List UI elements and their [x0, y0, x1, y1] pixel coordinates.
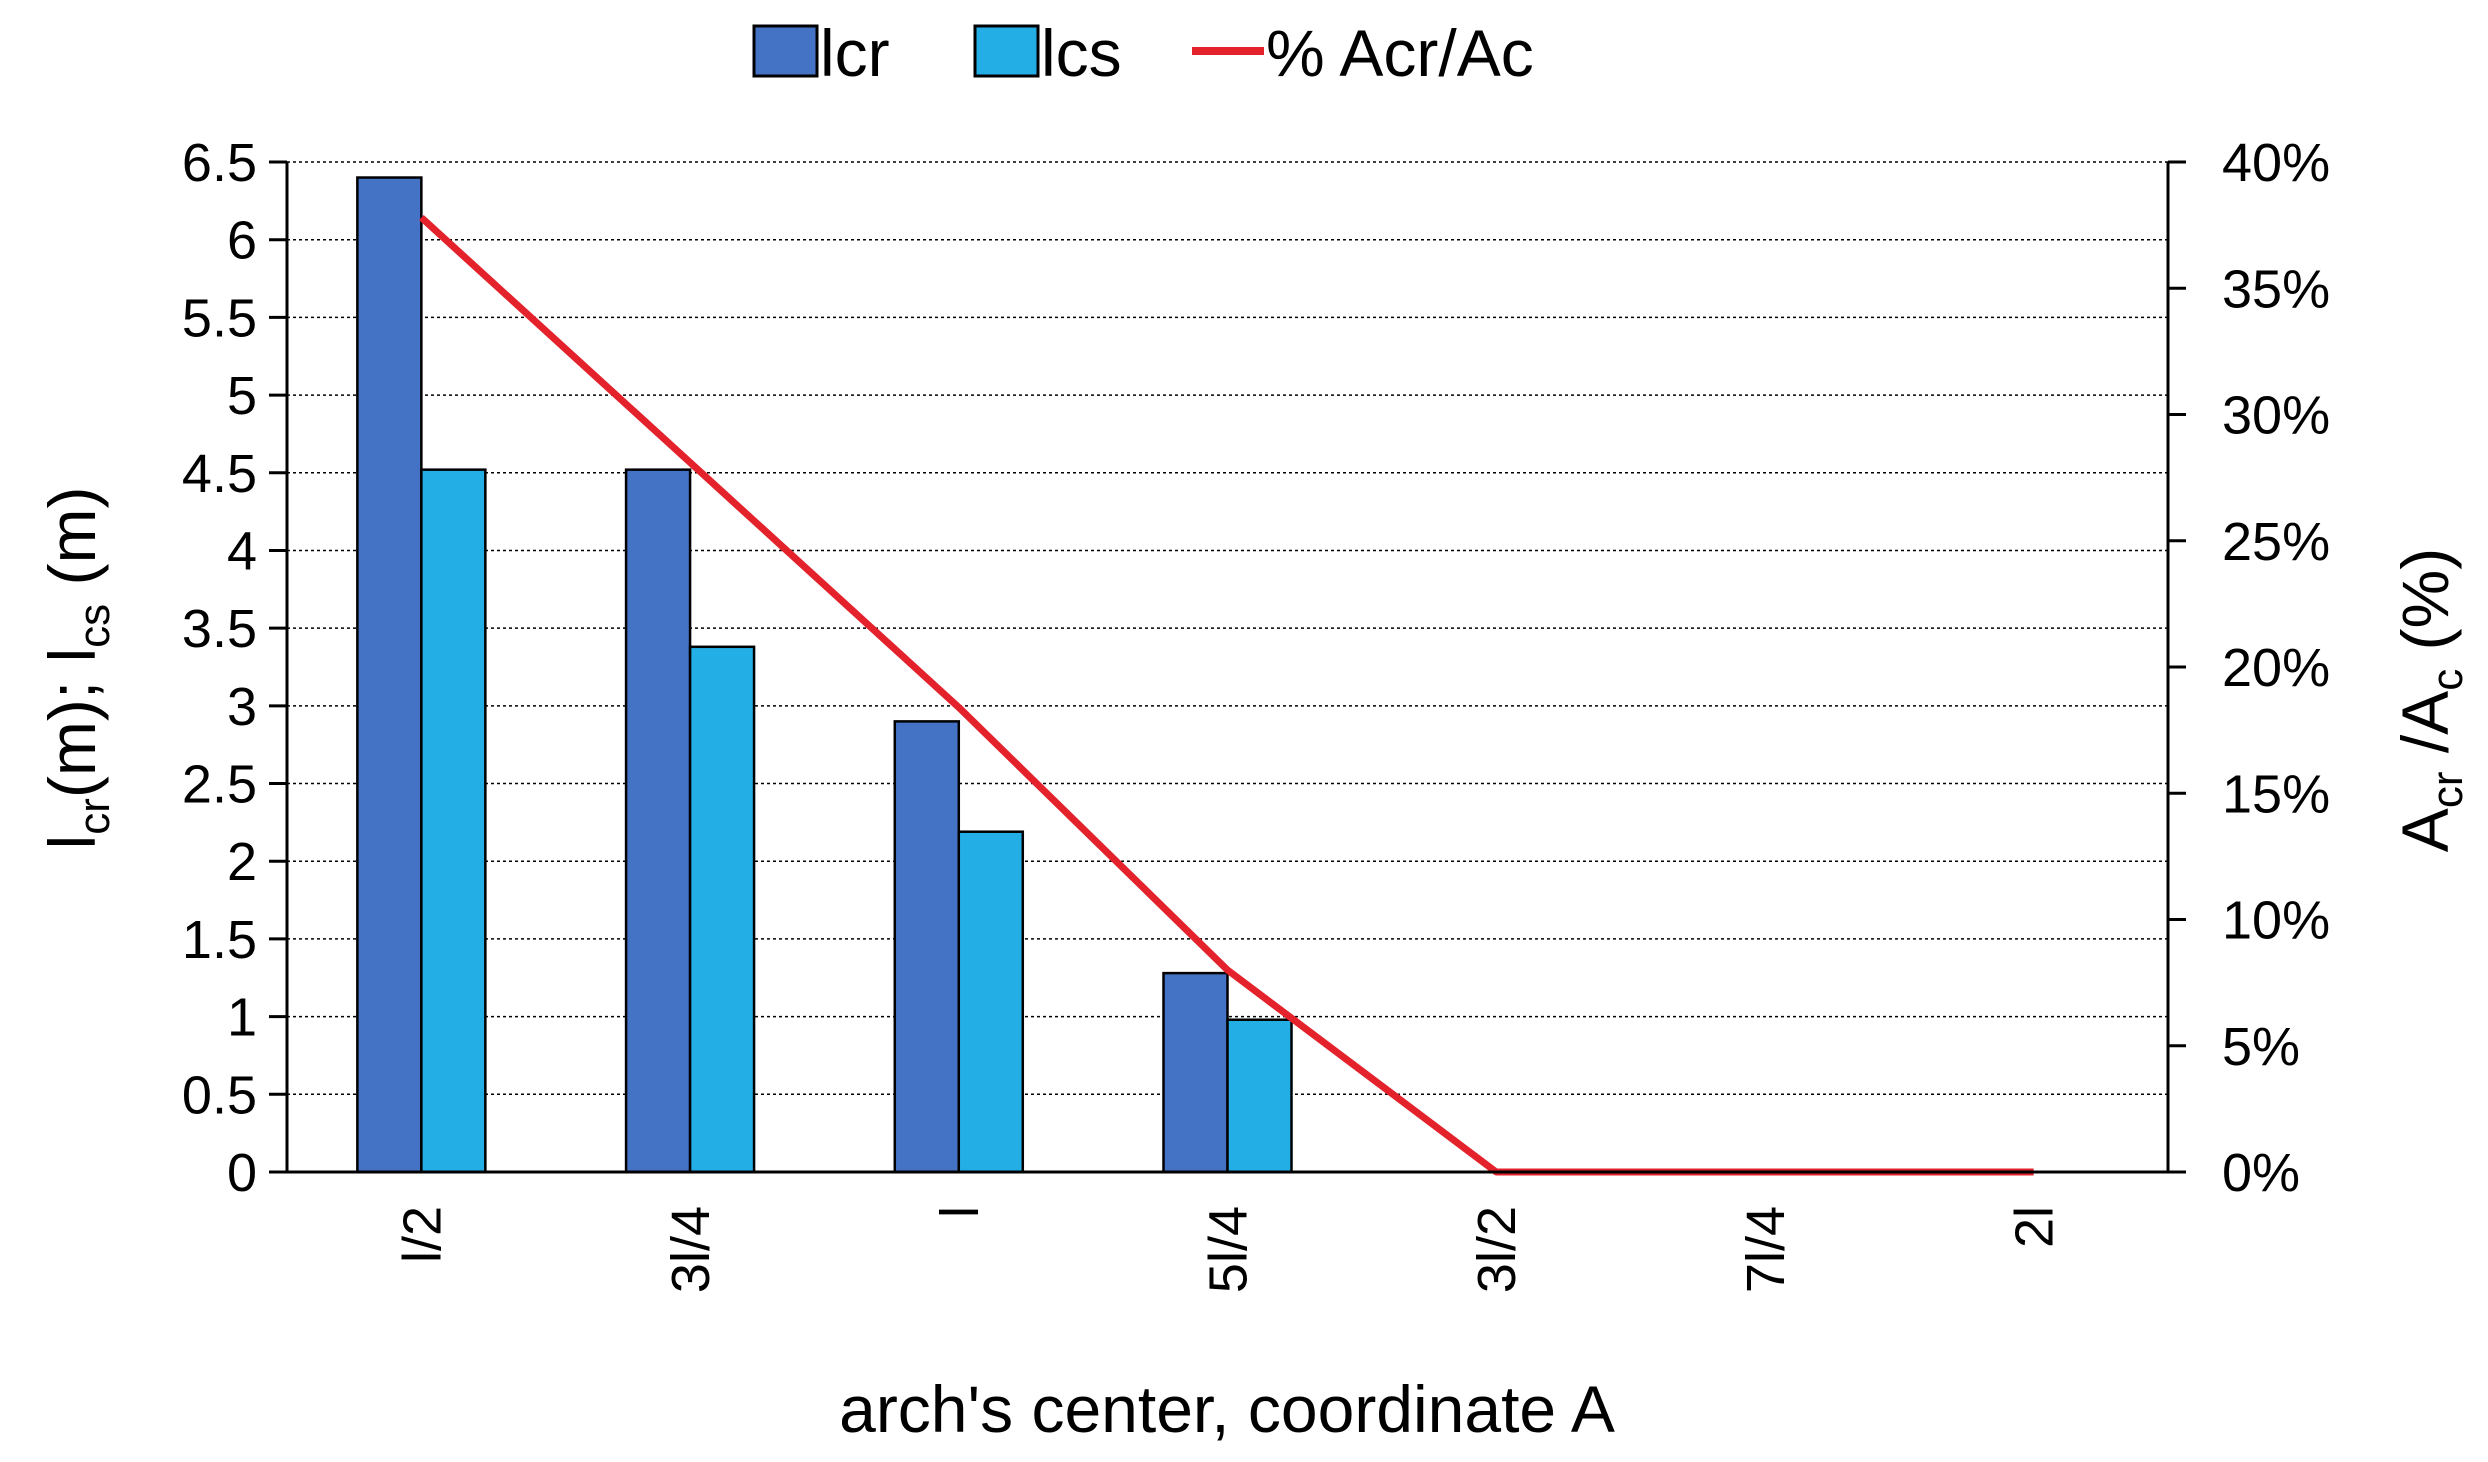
left-axis-title-sub: cr [70, 798, 119, 835]
right-axis-title-part: A [2388, 808, 2462, 852]
left-tick-label: 5 [227, 366, 257, 426]
legend-label: % Acr/Ac [1266, 16, 1534, 90]
left-axis-ticks: 0 0.5 1 1.5 2 2.5 3 3.5 4 4.5 5 5.5 6 6.5 [182, 133, 287, 1203]
legend: lcr lcs % Acr/Ac [752, 16, 1534, 90]
x-tick-label: 3l/2 [1467, 1206, 1527, 1293]
left-axis-title-sub: cs [70, 604, 119, 648]
right-axis-title-sub: c [2423, 669, 2472, 691]
left-tick-label: 4.5 [182, 444, 257, 504]
bar-lcr [1162, 971, 1229, 1174]
bar-lcr [893, 720, 961, 1174]
right-axis-title-part: /A [2388, 691, 2462, 772]
x-axis-title: arch's center, coordinate A [839, 1372, 1615, 1446]
right-tick-label: 25% [2222, 512, 2330, 572]
legend-swatch [752, 24, 819, 78]
legend-swatch [973, 24, 1040, 78]
x-tick-label: l/2 [392, 1206, 452, 1263]
right-tick-label: 30% [2222, 386, 2330, 446]
left-tick-label: 0 [227, 1143, 257, 1203]
right-tick-label: 20% [2222, 638, 2330, 698]
left-tick-label: 1.5 [182, 910, 257, 970]
left-tick-label: 4 [227, 521, 257, 581]
x-tick-label: 2l [2005, 1206, 2065, 1248]
x-tick-label: l [930, 1206, 990, 1218]
right-tick-label: 40% [2222, 133, 2330, 193]
bar-lcs [688, 645, 756, 1174]
left-axis-title-part: (m); l [35, 648, 109, 798]
left-tick-label: 6.5 [182, 133, 257, 193]
bars [356, 176, 1293, 1174]
x-tick-label: 5l/4 [1199, 1206, 1259, 1293]
right-axis-title-part: (%) [2388, 548, 2462, 669]
left-tick-label: 2.5 [182, 755, 257, 815]
right-tick-label: 0% [2222, 1143, 2300, 1203]
left-axis-title-part: l [35, 835, 109, 850]
left-tick-label: 0.5 [182, 1065, 257, 1125]
left-tick-label: 6 [227, 211, 257, 271]
left-tick-label: 3.5 [182, 599, 257, 659]
right-tick-label: 15% [2222, 764, 2330, 824]
legend-label: lcr [820, 16, 890, 90]
left-tick-label: 1 [227, 988, 257, 1048]
bar-lcs [957, 830, 1025, 1174]
left-axis-title: lcr(m); lcs (m) [35, 487, 119, 850]
left-axis-title-part: (m) [35, 487, 109, 604]
left-tick-label: 2 [227, 832, 257, 892]
bar-lcr [356, 176, 423, 1174]
right-tick-label: 35% [2222, 259, 2330, 319]
left-tick-label: 5.5 [182, 288, 257, 348]
right-axis-ticks: 0% 5% 10% 15% 20% 25% 30% 35% 40% [2168, 133, 2330, 1203]
legend-label: lcs [1041, 16, 1122, 90]
bar-lcr [624, 468, 692, 1174]
x-tick-label: 3l/4 [661, 1206, 721, 1293]
right-tick-label: 10% [2222, 891, 2330, 951]
right-axis-title-sub: cr [2423, 772, 2472, 809]
right-tick-label: 5% [2222, 1017, 2300, 1077]
right-axis-title: Acr /Ac (%) [2388, 548, 2472, 852]
gridlines [287, 161, 2168, 1096]
bar-lcs [420, 468, 487, 1174]
x-tick-label: 7l/4 [1736, 1206, 1796, 1293]
left-tick-label: 3 [227, 677, 257, 737]
bar-lcs [1226, 1018, 1293, 1174]
x-axis-ticks: l/2 3l/4 l 5l/4 3l/2 7l/4 2l [392, 1206, 2064, 1293]
